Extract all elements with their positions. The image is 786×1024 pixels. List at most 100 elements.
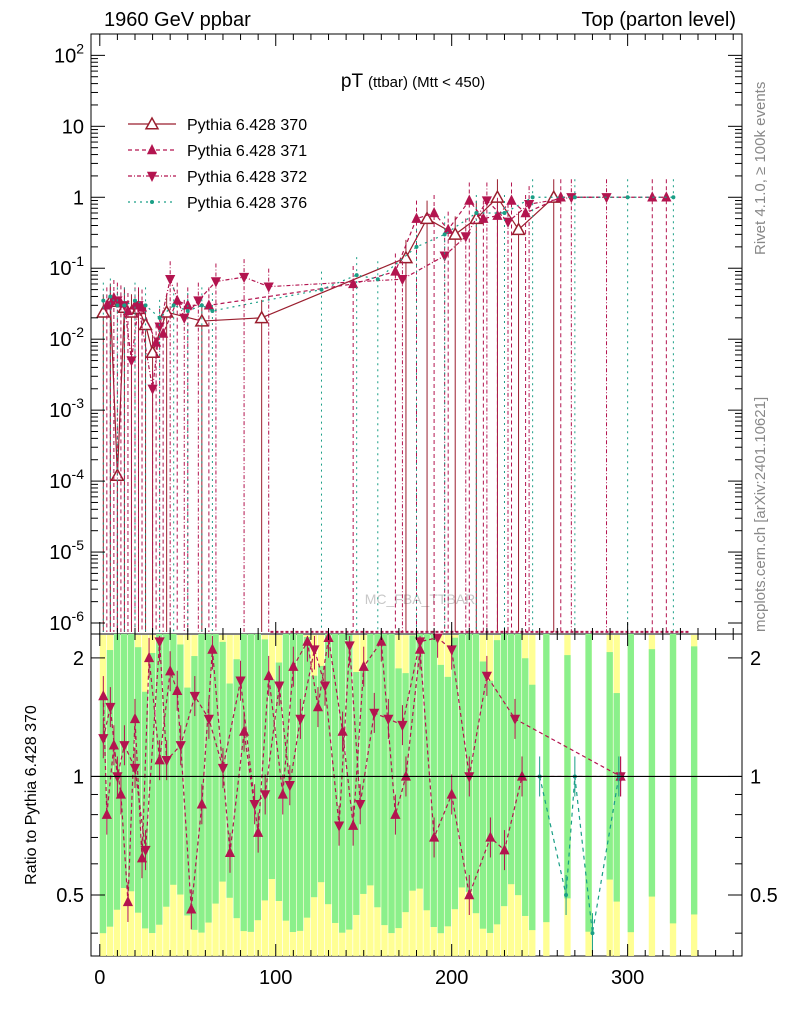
x-tick-label: 200 [435,967,468,989]
data-point [122,895,134,907]
data-point [446,645,457,656]
ratio-y-tick-label-right: 2 [750,648,761,670]
data-point [344,641,355,652]
x-tick-label: 0 [94,967,105,989]
data-point [185,308,190,313]
ratio-band-green [479,661,487,929]
data-point [432,633,443,644]
data-point [253,826,264,837]
data-point [274,681,285,692]
data-point [154,322,165,333]
data-point [375,277,380,282]
data-point [506,194,517,205]
data-point [145,344,160,359]
ratio-band-green [106,650,114,927]
ratio-band-green [332,634,339,923]
data-point [115,788,127,799]
data-point [136,852,148,863]
data-point [428,831,440,842]
data-point [112,772,123,783]
ratio-band-green [543,634,550,923]
data-point [154,637,165,648]
data-point [101,808,112,819]
ratio-y-tick-label: 0.5 [56,885,84,907]
data-point [263,282,274,293]
series-4 [101,179,676,632]
ratio-band-green [191,656,198,930]
ratio-series-lines [98,631,626,954]
data-point [151,336,162,347]
data-point [564,892,569,897]
x-tick-label: 300 [611,967,644,989]
data-point [474,211,479,216]
data-point [419,211,435,225]
data-point [348,819,359,830]
ratio-band-green [170,634,177,885]
ratio-band-green [367,634,374,886]
rivet-label: Rivet 4.1.0, ≥ 100k events [752,81,769,255]
data-point [119,741,130,752]
data-point [312,701,324,712]
ratio-band-green [346,634,353,930]
data-point [98,690,109,701]
data-point [390,808,401,819]
data-point [217,763,229,775]
data-point [397,720,408,732]
ratio-band-green [240,634,247,932]
ratio-band-green [430,634,437,928]
data-point [101,298,106,303]
data-point [196,798,207,809]
data-point [398,250,414,264]
data-point [171,303,176,308]
data-point [383,714,394,725]
data-point [333,821,345,832]
y-tick-label: 102 [54,40,84,67]
main-series-lines [96,179,690,633]
plot-title: pT (ttbar) (Mtt < 450) [341,71,485,92]
data-point [509,714,521,725]
ratio-band-green [669,634,677,924]
data-point [319,681,331,692]
data-point [390,265,401,276]
data-point [105,702,116,714]
data-point [108,294,113,299]
data-point [108,739,119,750]
axes: 0 100 200 300 10-6 10-5 10-4 10-3 10-2 10-1 1 10 102… [49,33,778,989]
ratio-band-green [317,665,325,883]
data-point [439,251,450,262]
data-point [490,189,505,203]
data-point [235,676,246,687]
ratio-band-green [409,635,416,891]
ratio-band-green [142,691,149,929]
data-point [397,275,408,286]
header-left-title: 1960 GeV ppbar [104,9,251,31]
ratio-band-green [690,646,698,915]
data-point [511,222,526,236]
y-tick-label: 10-3 [49,395,84,422]
data-point [369,708,380,719]
ratio-band-green [458,634,466,888]
ratio-y-tick-label: 2 [73,648,84,670]
data-point [524,199,535,211]
ratio-band-green [325,634,332,905]
data-point [295,714,306,725]
data-point [132,298,137,303]
data-point [140,845,151,857]
ratio-band-green [486,680,494,933]
header-right-title: Top (parton level) [581,9,736,31]
ratio-bands [99,634,698,956]
data-point [129,763,141,775]
ratio-band-green [585,634,592,932]
data-point [572,195,577,200]
ratio-band-green [353,671,360,915]
ratio-band-green [648,649,656,897]
series-3 [105,179,612,632]
data-point [157,315,162,320]
ratio-band-green [99,696,107,934]
data-point [499,844,510,855]
data-point [105,301,116,312]
ratio-band-green [282,634,290,921]
ratio-band-green [198,634,205,933]
data-point [175,741,186,752]
data-point [144,116,160,130]
